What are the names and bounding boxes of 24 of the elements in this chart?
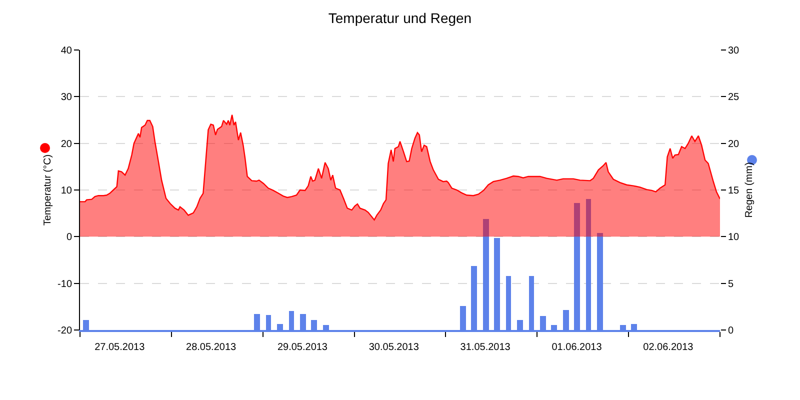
y-tick-label: 10 xyxy=(60,186,72,196)
x-tick-label: 02.06.2013 xyxy=(643,342,694,353)
y-tick-label: 40 xyxy=(60,46,72,56)
y-tick-label: 0 xyxy=(66,232,72,244)
x-tick-label: 28.05.2013 xyxy=(186,342,237,353)
y2-tick-label: 25 xyxy=(728,92,740,104)
y2-tick-label: 10 xyxy=(728,232,740,244)
y2-tick-label: 0 xyxy=(728,326,734,336)
y-axis-title: Temperatur (°C) xyxy=(42,154,54,226)
y2-tick-label: 30 xyxy=(728,46,740,56)
x-tick-label: 27.05.2013 xyxy=(94,342,146,353)
x-tick-label: 30.05.2013 xyxy=(368,342,420,353)
x-tick-label: 31.05.2013 xyxy=(460,342,511,353)
y-tick-label: 30 xyxy=(60,92,72,104)
y-tick-label: 20 xyxy=(60,138,72,150)
y2-tick-label: 5 xyxy=(728,278,734,290)
y-tick-label: -10 xyxy=(58,278,72,290)
y2-tick-label: 20 xyxy=(728,138,740,150)
y-tick-label: -20 xyxy=(58,326,72,336)
x-tick-label: 29.05.2013 xyxy=(277,342,328,353)
y2-tick-label: 15 xyxy=(728,186,740,196)
chart-title: Temperatur und Regen xyxy=(328,10,472,26)
x-tick-label: 01.06.2013 xyxy=(552,342,602,353)
y2-axis-title: Regen (mm) xyxy=(744,162,756,218)
